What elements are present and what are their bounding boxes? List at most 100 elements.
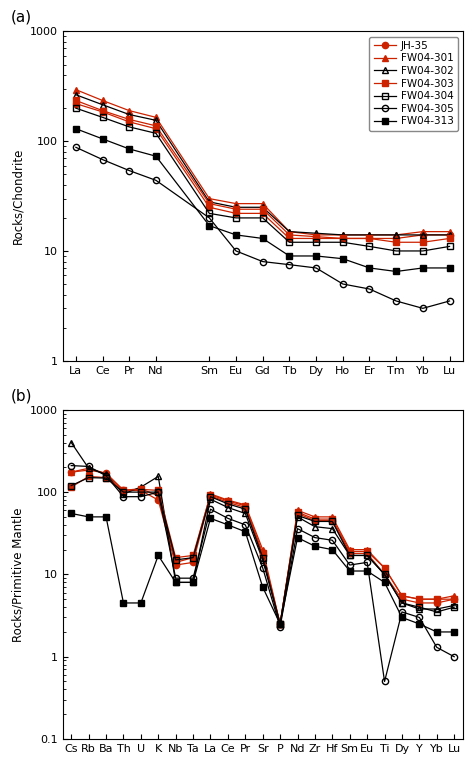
- FW04-301: [260, 199, 265, 208]
- Text: (b): (b): [10, 388, 32, 403]
- FW04-305: [417, 613, 422, 622]
- FW04-305: [399, 607, 405, 617]
- FW04-301: [365, 545, 370, 554]
- FW04-313: [207, 221, 212, 230]
- FW04-304: [382, 570, 387, 579]
- FW04-305: [312, 533, 318, 542]
- JH-35: [138, 486, 144, 495]
- FW04-303: [233, 204, 239, 213]
- FW04-305: [434, 643, 439, 652]
- FW04-303: [127, 115, 132, 124]
- JH-35: [287, 234, 292, 243]
- FW04-303: [225, 496, 231, 506]
- FW04-302: [287, 227, 292, 236]
- JH-35: [382, 570, 387, 579]
- FW04-313: [434, 627, 439, 636]
- FW04-304: [155, 487, 161, 496]
- FW04-301: [100, 96, 105, 105]
- FW04-304: [312, 517, 318, 526]
- FW04-305: [155, 487, 161, 496]
- FW04-304: [295, 511, 301, 520]
- FW04-302: [127, 110, 132, 119]
- FW04-304: [190, 553, 196, 562]
- FW04-313: [313, 252, 319, 261]
- FW04-304: [86, 473, 91, 482]
- FW04-302: [260, 203, 265, 212]
- FW04-301: [73, 85, 79, 94]
- FW04-305: [86, 462, 91, 471]
- FW04-305: [233, 246, 239, 256]
- JH-35: [417, 598, 422, 607]
- Line: JH-35: JH-35: [68, 467, 457, 627]
- FW04-313: [447, 263, 452, 272]
- FW04-313: [127, 145, 132, 154]
- FW04-303: [100, 106, 105, 116]
- JH-35: [447, 230, 452, 239]
- FW04-305: [420, 304, 426, 313]
- FW04-305: [295, 524, 301, 533]
- FW04-305: [225, 514, 231, 523]
- FW04-305: [190, 574, 196, 583]
- FW04-303: [68, 483, 74, 492]
- FW04-305: [382, 677, 387, 686]
- FW04-302: [420, 230, 426, 239]
- Line: FW04-304: FW04-304: [73, 105, 453, 254]
- Y-axis label: Rocks/Chondrite: Rocks/Chondrite: [11, 148, 24, 244]
- FW04-305: [120, 492, 126, 501]
- FW04-302: [365, 551, 370, 560]
- Line: FW04-301: FW04-301: [68, 465, 457, 627]
- JH-35: [208, 491, 213, 500]
- FW04-303: [340, 234, 346, 243]
- FW04-301: [260, 545, 265, 554]
- Line: JH-35: JH-35: [73, 100, 453, 242]
- FW04-302: [347, 551, 353, 560]
- FW04-313: [155, 551, 161, 560]
- FW04-302: [233, 203, 239, 212]
- FW04-313: [347, 566, 353, 575]
- FW04-304: [399, 598, 405, 607]
- FW04-313: [190, 578, 196, 587]
- JH-35: [103, 468, 109, 477]
- FW04-302: [207, 197, 212, 207]
- FW04-302: [173, 578, 179, 587]
- Line: FW04-302: FW04-302: [73, 92, 453, 238]
- FW04-303: [73, 96, 79, 105]
- FW04-303: [313, 232, 319, 241]
- FW04-305: [127, 166, 132, 175]
- FW04-304: [393, 246, 399, 256]
- FW04-301: [340, 230, 346, 239]
- FW04-305: [100, 155, 105, 164]
- JH-35: [207, 203, 212, 212]
- FW04-303: [138, 485, 144, 494]
- FW04-305: [260, 563, 265, 572]
- FW04-305: [260, 257, 265, 266]
- FW04-302: [382, 570, 387, 579]
- FW04-313: [73, 124, 79, 133]
- JH-35: [86, 466, 91, 475]
- JH-35: [329, 516, 335, 526]
- FW04-304: [243, 505, 248, 514]
- FW04-303: [155, 486, 161, 495]
- FW04-302: [260, 555, 265, 565]
- FW04-302: [208, 495, 213, 504]
- Y-axis label: Rocks/Primitive Mantle: Rocks/Primitive Mantle: [11, 507, 24, 642]
- Line: FW04-313: FW04-313: [68, 510, 457, 635]
- FW04-313: [295, 533, 301, 542]
- JH-35: [434, 598, 439, 607]
- FW04-302: [312, 522, 318, 531]
- FW04-303: [260, 204, 265, 213]
- FW04-313: [120, 598, 126, 607]
- FW04-303: [417, 594, 422, 604]
- FW04-302: [225, 503, 231, 512]
- FW04-305: [73, 143, 79, 152]
- FW04-303: [153, 122, 159, 131]
- FW04-301: [155, 491, 161, 500]
- FW04-301: [138, 484, 144, 493]
- FW04-301: [207, 194, 212, 203]
- FW04-304: [233, 213, 239, 223]
- FW04-302: [295, 513, 301, 522]
- FW04-313: [68, 509, 74, 518]
- FW04-301: [233, 199, 239, 208]
- FW04-303: [347, 547, 353, 556]
- JH-35: [120, 486, 126, 495]
